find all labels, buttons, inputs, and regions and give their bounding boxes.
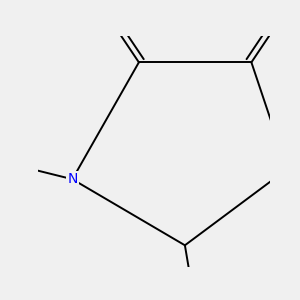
Text: N: N [67, 172, 78, 186]
